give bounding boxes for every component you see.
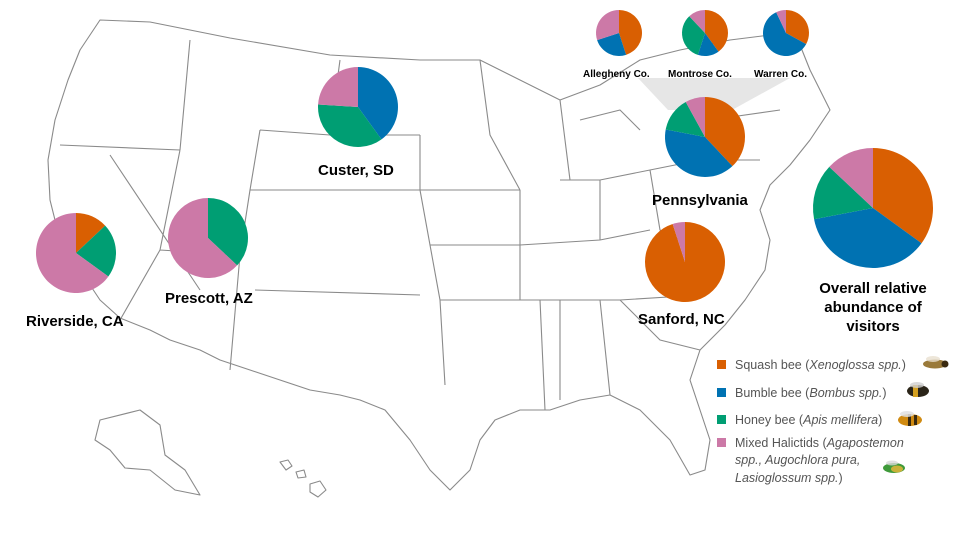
pie-slice-custer-sd-bumble [358,67,399,140]
pie-slice-custer-sd-halictid [318,67,358,107]
label-pennsylvania: Pennsylvania [652,192,749,209]
overall-label-line3: visitors [846,318,899,335]
legend-label-bumble: Bumble bee (Bombus spp.) [735,386,887,400]
overall-label-line1: Overall relative [819,280,927,297]
pie-slice-pennsylvania-squash [705,97,745,167]
label-allegheny: Allegheny Co. [583,69,650,80]
pie-slice-riverside-ca-halictid [35,213,109,293]
legend-label-halictid-line2: spp., Augochlora pura, [735,453,860,467]
pie-slice-riverside-ca-honey [76,225,117,277]
pie-slice-prescott-az-honey [208,198,249,266]
county-funnel [638,78,790,110]
hawaii [279,459,327,498]
bumble-bee-icon [907,382,929,397]
label-sanford: Sanford, NC [638,311,725,328]
pie-montrose-co [682,10,729,56]
pie-pennsylvania [665,97,745,177]
pie-slice-riverside-ca-squash [76,213,106,253]
pie-slice-warren-co-halictid [776,10,786,33]
label-montrose: Montrose Co. [668,69,732,80]
legend-swatch-squash [717,360,726,369]
pie-slice-sanford-nc-halictid [672,222,685,262]
legend-label-honey: Honey bee (Apis mellifera) [735,413,882,427]
pie-slice-pennsylvania-bumble [665,129,733,177]
label-prescott: Prescott, AZ [165,290,253,307]
legend-swatch-bumble [717,388,726,397]
legend-label-halictid-line1: Mixed Halictids (Agapostemon [735,436,904,450]
squash-bee-icon [923,356,949,369]
pie-slice-montrose-co-halictid [689,10,705,33]
pie-slice-prescott-az-halictid [168,198,238,278]
overall-label-line2: abundance of [824,299,923,316]
sweat-bee-icon [883,460,905,473]
pie-slice-overall-honey [812,166,873,220]
pie-warren-co [763,9,810,56]
site-labels: Riverside, CA Prescott, AZ Custer, SD Pe… [26,69,807,330]
pie-slice-overall-squash [873,148,934,244]
pie-slice-custer-sd-honey [318,104,382,148]
label-custer: Custer, SD [318,162,394,179]
overall-label: Overall relative abundance of visitors [819,280,927,335]
pie-charts [35,9,934,302]
pie-allegheny-co [596,10,642,56]
pie-slice-allegheny-co-squash [619,10,642,55]
pie-slice-pennsylvania-halictid [685,97,705,137]
pie-overall [812,148,934,269]
pie-slice-montrose-co-bumble [697,33,719,56]
pie-prescott-az [168,198,249,278]
legend-label-halictid-line3: Lasioglossum spp.) [735,471,843,485]
pie-slice-warren-co-bumble [763,12,807,56]
legend-swatch-halictid [717,438,726,447]
pie-slice-warren-co-squash [786,9,810,45]
honey-bee-icon [898,411,922,426]
pie-riverside-ca [35,213,117,293]
label-warren: Warren Co. [754,69,807,80]
label-riverside: Riverside, CA [26,313,124,330]
pie-custer-sd [318,67,399,148]
legend-swatch-honey [717,415,726,424]
alaska [94,409,201,496]
legend-label-squash: Squash bee (Xenoglossa spp.) [735,358,906,372]
pie-slice-montrose-co-honey [682,16,705,55]
pie-slice-allegheny-co-halictid [596,10,619,41]
pie-slice-overall-halictid [829,148,873,208]
pie-sanford-nc [645,222,725,302]
legend: Squash bee (Xenoglossa spp.) Bumble bee … [717,356,949,485]
pie-slice-overall-bumble [814,208,922,269]
pie-slice-pennsylvania-honey [665,101,705,137]
pie-slice-montrose-co-squash [705,10,729,52]
pie-slice-allegheny-co-bumble [597,33,627,56]
